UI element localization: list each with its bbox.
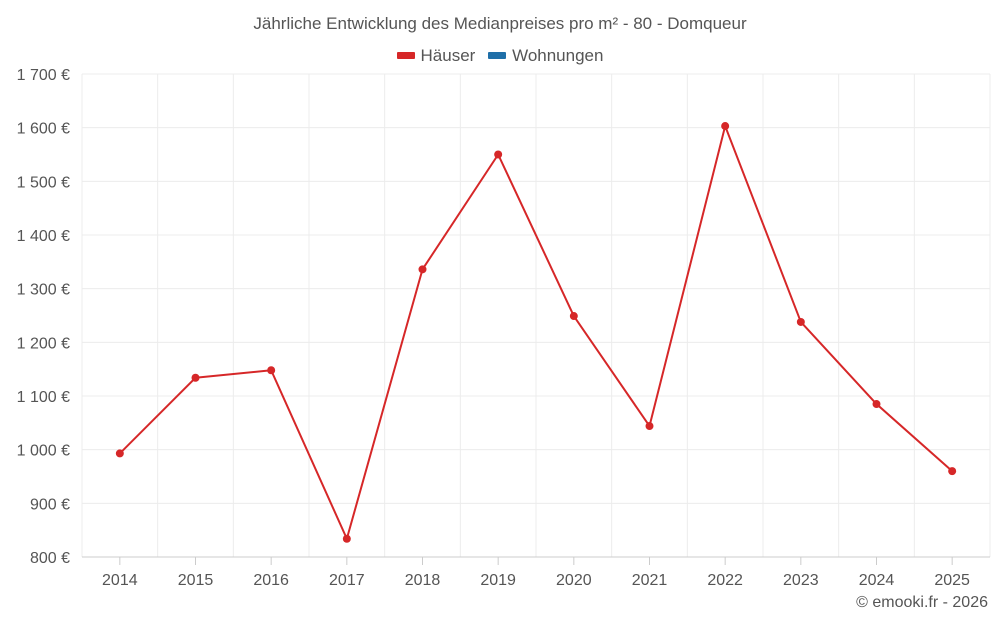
chart-title: Jährliche Entwicklung des Medianpreises … (253, 14, 747, 33)
series-line-haeuser (119, 125, 953, 540)
y-tick-label: 1 100 € (17, 389, 70, 406)
legend-swatch-wohnungen (488, 52, 507, 59)
data-point (267, 366, 276, 375)
data-point (948, 467, 957, 476)
y-tick-label: 1 400 € (17, 228, 70, 245)
y-tick-label: 800 € (30, 550, 70, 567)
x-tick-label: 2014 (102, 572, 138, 589)
data-point (342, 534, 351, 543)
data-point (872, 400, 881, 409)
x-tick-label: 2024 (859, 572, 895, 589)
legend-label-haeuser: Häuser (420, 45, 476, 65)
x-tick-label: 2017 (329, 572, 365, 589)
legend: Häuser Wohnungen (0, 44, 1000, 66)
legend-item-wohnungen[interactable]: Wohnungen (488, 46, 603, 66)
x-tick-label: 2022 (707, 572, 743, 589)
x-tick-label: 2025 (934, 572, 970, 589)
data-point (191, 373, 200, 382)
y-tick-label: 900 € (30, 496, 70, 513)
y-tick-label: 1 600 € (17, 121, 70, 138)
data-point (115, 449, 124, 458)
x-tick-label: 2019 (480, 572, 516, 589)
y-tick-label: 1 000 € (17, 443, 70, 460)
x-tick-label: 2021 (632, 572, 668, 589)
legend-label-wohnungen: Wohnungen (512, 45, 604, 65)
data-point (721, 122, 730, 131)
legend-item-haeuser[interactable]: Häuser (396, 45, 476, 66)
y-tick-label: 1 200 € (17, 335, 70, 352)
x-tick-label: 2023 (783, 572, 819, 589)
data-point (796, 317, 805, 326)
data-point (645, 422, 654, 431)
legend-swatch-haeuser (396, 52, 415, 59)
y-tick-label: 1 700 € (17, 67, 70, 84)
x-tick-label: 2016 (253, 572, 289, 589)
data-point (418, 265, 427, 274)
series-layer (115, 122, 957, 543)
x-tick-label: 2015 (178, 572, 214, 589)
y-tick-label: 1 500 € (17, 174, 70, 191)
axes: 800 € 900 € 1 000 € 1 100 € 1 200 € 1 300 € 1 … (17, 67, 990, 589)
grid (81, 73, 991, 558)
data-point (494, 150, 503, 159)
data-point (569, 312, 578, 321)
x-tick-label: 2018 (405, 572, 441, 589)
y-tick-label: 1 300 € (17, 282, 70, 299)
x-tick-label: 2020 (556, 572, 592, 589)
credit-text: © emooki.fr - 2026 (856, 594, 988, 611)
